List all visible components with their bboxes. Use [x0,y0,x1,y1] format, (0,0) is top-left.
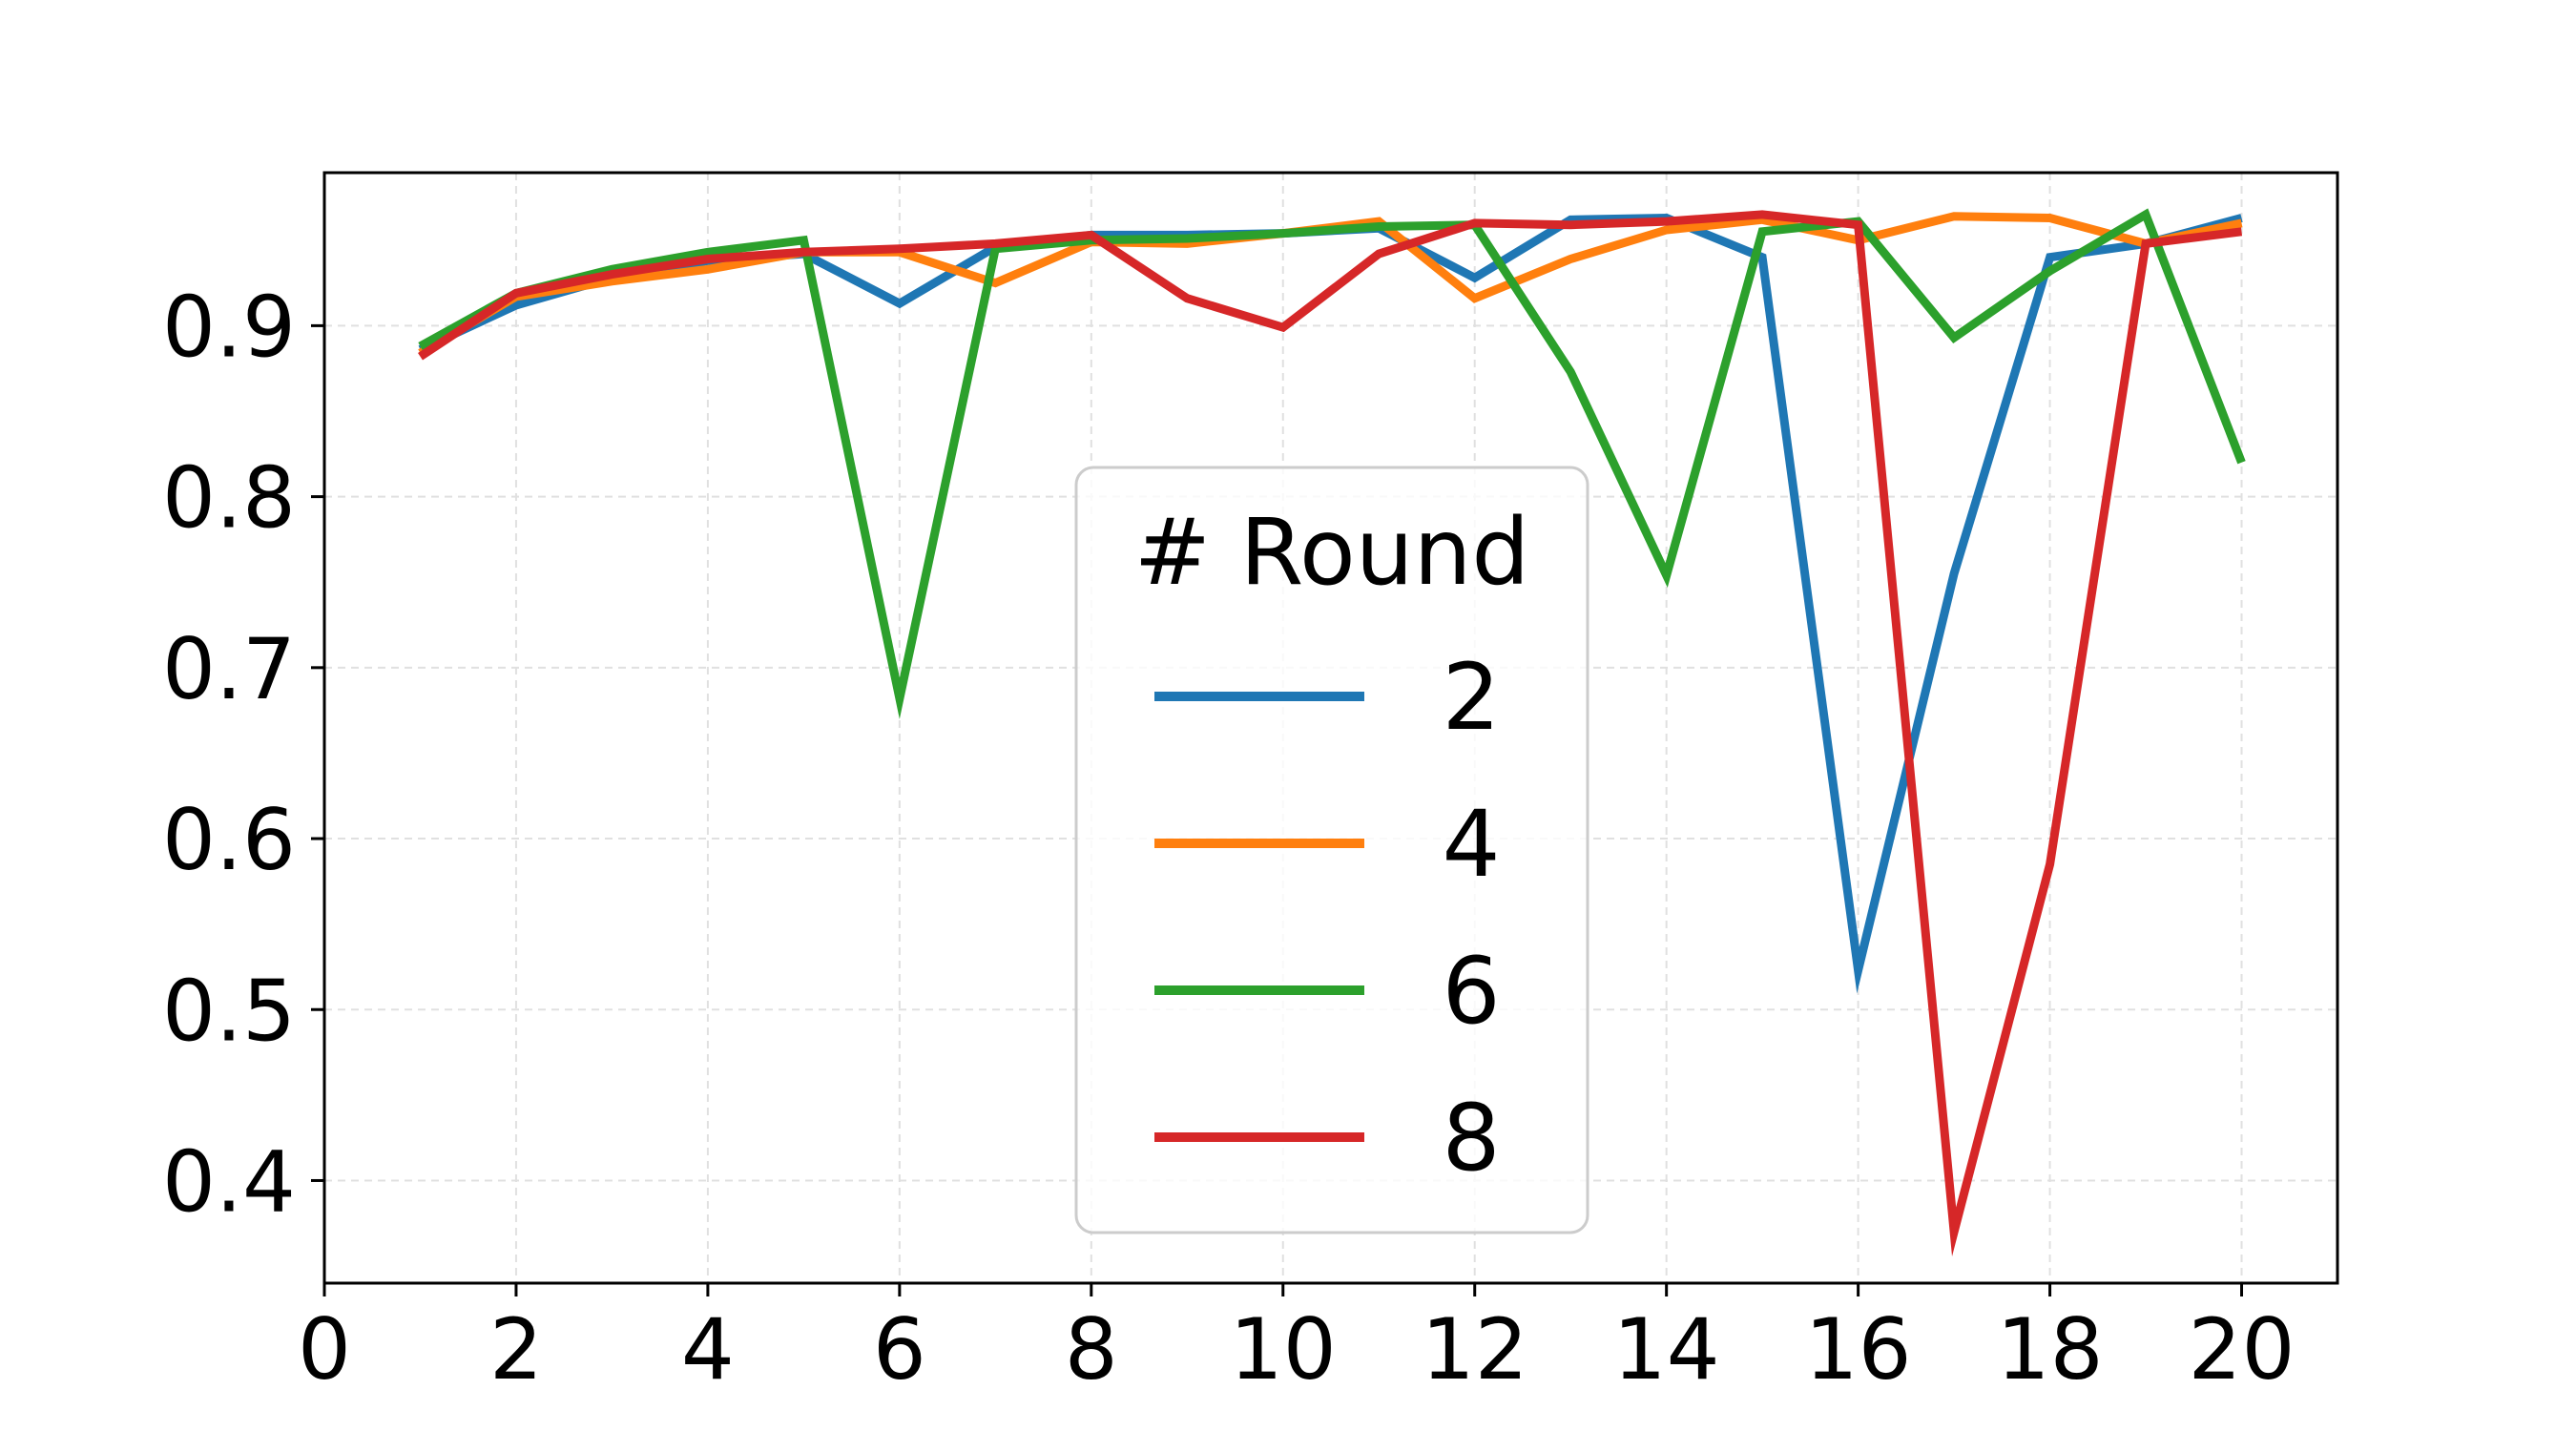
legend-box [1074,466,1589,1234]
legend-entries: 2 4 6 8 [1154,644,1501,1192]
y-axis: 0.4 0.5 0.6 0.7 0.8 0.9 [162,278,324,1231]
series-line-6 [418,208,2246,719]
x-tick-label: 20 [2189,1300,2296,1399]
legend: # Round 2 4 6 8 [1074,466,1589,1234]
legend-title: # Round [1134,499,1530,606]
y-tick-label: 0.5 [162,962,296,1060]
series-line-8 [418,210,2243,1256]
x-tick-label: 6 [873,1300,926,1399]
x-tick-label: 4 [681,1300,735,1399]
legend-label-6: 6 [1442,938,1500,1045]
y-tick-label: 0.4 [162,1132,296,1231]
y-tick-label: 0.9 [162,278,296,376]
series-layer [418,208,2246,1256]
legend-label-4: 4 [1442,791,1500,898]
x-tick-label: 16 [1805,1300,1912,1399]
x-tick-label: 14 [1613,1300,1720,1399]
y-tick-label: 0.6 [162,791,296,889]
y-tick-label: 0.7 [162,620,296,718]
x-axis: 0 2 4 6 8 10 12 14 16 18 20 [298,1283,2296,1399]
x-tick-label: 10 [1230,1300,1337,1399]
x-tick-label: 2 [489,1300,543,1399]
x-tick-label: 18 [1997,1300,2104,1399]
x-tick-label: 12 [1422,1300,1528,1399]
legend-label-8: 8 [1442,1085,1500,1192]
y-tick-label: 0.8 [162,449,296,548]
plot-frame [322,171,2339,1285]
x-tick-label: 0 [298,1300,351,1399]
legend-label-2: 2 [1442,644,1500,751]
x-tick-label: 8 [1065,1300,1118,1399]
